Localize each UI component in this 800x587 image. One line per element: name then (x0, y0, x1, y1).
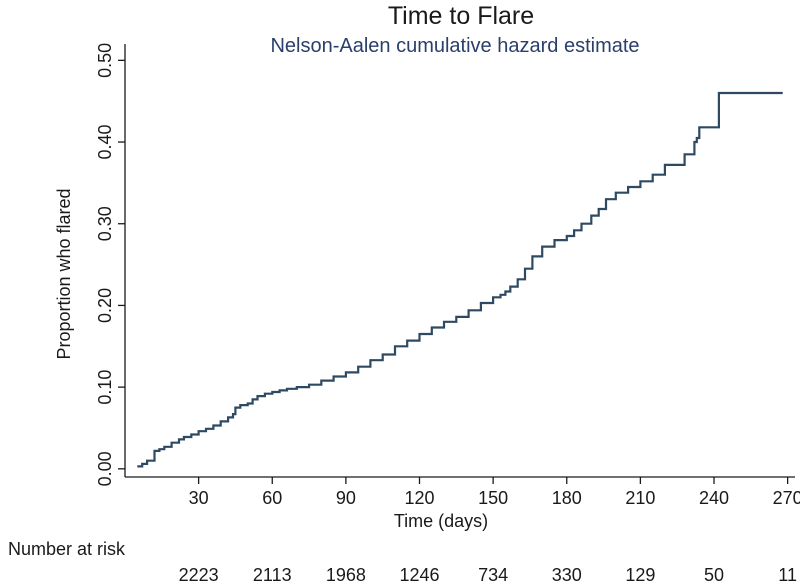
x-axis-label: Time (days) (394, 511, 488, 531)
x-tick-label: 270 (773, 488, 800, 508)
number-at-risk-value: 734 (478, 565, 508, 585)
number-at-risk-value: 1968 (326, 565, 366, 585)
y-tick-group: 0.00 0.10 0.20 0.30 0.40 0.50 (95, 43, 125, 486)
chart-title: Time to Flare (388, 2, 534, 30)
number-at-risk-value: 330 (552, 565, 582, 585)
y-tick-label: 0.40 (95, 125, 115, 160)
x-tick-group: 30 60 90 120 150 180 210 240 270 (189, 477, 800, 508)
y-tick-label: 0.00 (95, 451, 115, 486)
number-at-risk-value: 2113 (253, 565, 292, 585)
y-axis-label: Proportion who flared (54, 188, 74, 359)
y-tick-label: 0.20 (95, 288, 115, 323)
x-tick-label: 180 (552, 488, 582, 508)
x-tick-label: 240 (699, 488, 729, 508)
y-tick-label: 0.10 (95, 370, 115, 405)
y-tick-label: 0.30 (95, 206, 115, 241)
number-at-risk-label: Number at risk (8, 539, 126, 559)
number-at-risk-value: 50 (704, 565, 724, 585)
y-tick-label: 0.50 (95, 43, 115, 78)
series-line-cumulative-hazard (137, 91, 783, 468)
x-tick-label: 150 (478, 488, 508, 508)
chart-subtitle: Nelson-Aalen cumulative hazard estimate (270, 35, 639, 57)
number-at-risk-value: 129 (625, 565, 655, 585)
number-at-risk-value: 11 (778, 565, 797, 585)
x-tick-label: 90 (336, 488, 356, 508)
number-at-risk-value: 1246 (399, 565, 439, 585)
x-tick-label: 210 (625, 488, 655, 508)
number-at-risk-value: 2223 (179, 565, 219, 585)
number-at-risk-row: 2223 2113 1968 1246 734 330 129 50 11 (179, 565, 797, 585)
x-tick-label: 120 (404, 488, 434, 508)
x-tick-label: 60 (262, 488, 282, 508)
x-tick-label: 30 (189, 488, 209, 508)
